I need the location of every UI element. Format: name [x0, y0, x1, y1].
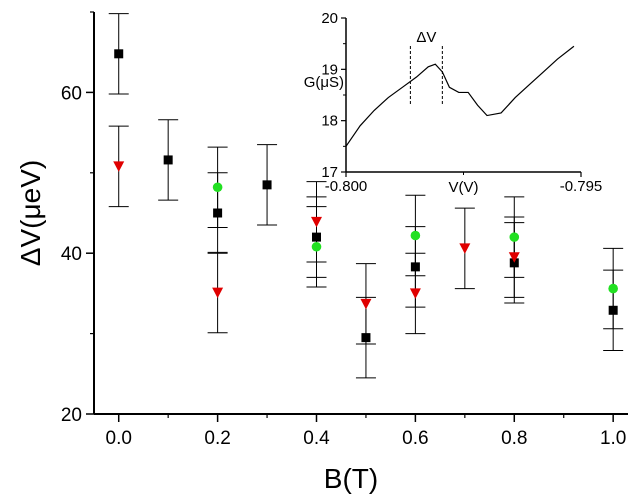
inset-annotation: ΔV — [416, 29, 436, 46]
data-point-circle — [608, 283, 618, 294]
data-point-square — [509, 258, 519, 268]
x-tick-label: 0.0 — [106, 428, 132, 449]
data-point-triangle — [459, 243, 471, 254]
inset-y-tick-label: 19 — [321, 61, 338, 78]
data-point-square — [410, 262, 420, 272]
data-point-triangle — [212, 287, 224, 299]
x-tick-label: 0.4 — [303, 428, 330, 449]
inset-x-tick-label: -0.800 — [325, 178, 368, 195]
inset-y-tick-label: 20 — [321, 10, 338, 27]
data-point-square — [114, 49, 124, 59]
data-point-triangle — [508, 252, 520, 263]
x-axis-title: B(T) — [324, 463, 378, 494]
y-axis-title: ΔV(μeV) — [15, 160, 46, 266]
inset-series-line — [345, 45, 575, 147]
main-plot: 0.0 0.2 0.4 0.6 0.8 1.0 20 40 60 B(T) ΔV(μeV) — [15, 11, 628, 494]
data-point-square — [213, 208, 223, 218]
data-point-square — [262, 180, 272, 190]
data-point-circle — [311, 241, 322, 252]
data-point-square — [163, 155, 173, 165]
data-point-triangle — [409, 288, 421, 299]
inset-x-tick-label: -0.795 — [560, 178, 603, 195]
inset-y-axis-title: G(μS) — [304, 74, 344, 91]
data-point-circle — [509, 232, 520, 242]
data-point-circle — [212, 182, 223, 193]
inset-x-axis-title: V(V) — [449, 179, 479, 196]
data-point-square — [361, 333, 371, 343]
inset-y-tick-label: 17 — [321, 164, 338, 181]
data-point-circle — [410, 230, 421, 241]
data-point-square — [608, 305, 618, 315]
data-point-triangle — [311, 216, 322, 228]
data-point-square — [312, 232, 321, 242]
y-tick-label: 60 — [61, 83, 82, 104]
inset-plot: 17 18 19 20 -0.800 -0.795 V(V) G(μS) ΔV — [304, 10, 603, 196]
x-tick-label: 0.8 — [501, 428, 527, 449]
inset-y-tick-label: 18 — [321, 113, 338, 130]
y-tick-label: 20 — [61, 405, 82, 426]
x-tick-label: 0.6 — [402, 428, 428, 449]
x-tick-label: 1.0 — [600, 428, 626, 449]
data-point-triangle — [360, 298, 372, 310]
y-tick-label: 40 — [61, 244, 82, 265]
data-point-triangle — [113, 161, 125, 172]
x-tick-label: 0.2 — [204, 428, 230, 449]
